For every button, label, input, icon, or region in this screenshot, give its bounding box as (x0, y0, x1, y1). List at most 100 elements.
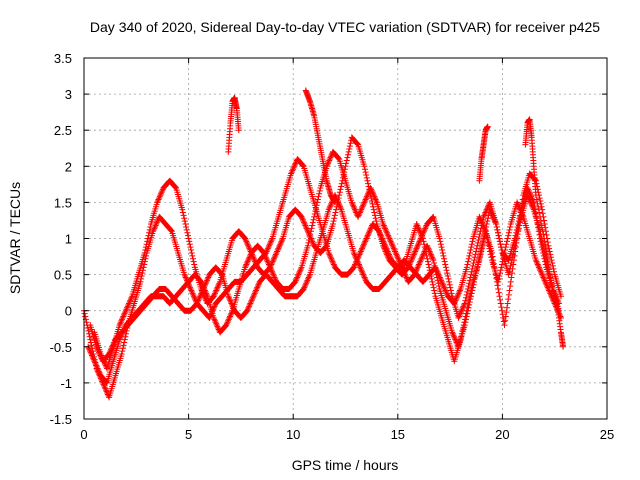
data-point (109, 342, 116, 349)
data-point (265, 260, 272, 267)
data-point (504, 300, 511, 307)
data-point (358, 247, 365, 254)
data-point (224, 319, 231, 326)
data-point (399, 265, 406, 272)
data-point (474, 239, 481, 246)
data-point (218, 270, 225, 277)
data-point (246, 301, 253, 308)
data-point (300, 286, 307, 293)
data-point (243, 238, 250, 245)
data-point (417, 258, 424, 265)
data-point (289, 167, 296, 174)
data-point (491, 216, 498, 223)
data-point (412, 248, 419, 255)
data-point (245, 257, 252, 264)
data-point (513, 234, 520, 241)
data-point (244, 241, 251, 248)
data-point (495, 286, 502, 293)
data-point (466, 249, 473, 256)
data-point (94, 365, 101, 372)
data-point (464, 286, 471, 293)
data-point (439, 249, 446, 256)
data-point (426, 264, 433, 271)
data-point (332, 199, 339, 206)
data-point (358, 206, 365, 213)
data-point (502, 247, 509, 254)
data-point (474, 242, 481, 249)
data-point (90, 356, 97, 363)
data-point (150, 228, 157, 235)
data-point (187, 284, 194, 291)
x-tick-label: 5 (185, 427, 192, 442)
data-point (427, 251, 434, 258)
data-point (211, 316, 218, 323)
series-track-c (85, 148, 562, 386)
data-point (307, 231, 314, 238)
data-point (430, 284, 437, 291)
data-point (215, 281, 222, 288)
data-point (337, 186, 344, 193)
data-point (84, 325, 91, 332)
data-point (212, 319, 219, 326)
data-point (102, 385, 109, 392)
data-point (354, 258, 361, 265)
data-point (117, 320, 124, 327)
data-point (328, 257, 335, 264)
data-point (464, 261, 471, 268)
data-point (223, 320, 230, 327)
data-point (541, 221, 548, 228)
data-point (226, 314, 233, 321)
data-point (145, 232, 152, 239)
data-point (533, 258, 540, 265)
data-point (128, 294, 135, 301)
data-point (363, 195, 370, 202)
data-point (483, 231, 490, 238)
data-point (497, 300, 504, 307)
data-point (195, 296, 202, 303)
data-point (293, 275, 300, 282)
data-point (466, 299, 473, 306)
data-point (524, 184, 531, 191)
data-point (462, 294, 469, 301)
data-point (481, 225, 488, 232)
data-point (314, 196, 321, 203)
data-point (483, 234, 490, 241)
data-point (190, 258, 197, 265)
data-point (387, 238, 394, 245)
data-point (352, 252, 359, 259)
data-point (289, 166, 296, 173)
data-point (352, 254, 359, 261)
data-point (489, 212, 496, 219)
data-point (421, 248, 428, 255)
data-point (495, 229, 502, 236)
data-point (480, 235, 487, 242)
data-point (474, 261, 481, 268)
data-point (327, 254, 334, 261)
data-point (459, 304, 466, 311)
data-point (471, 257, 478, 264)
data-point (500, 252, 507, 259)
data-point (307, 228, 314, 235)
data-point (414, 264, 421, 271)
data-point (535, 205, 542, 212)
data-point (355, 260, 362, 267)
data-point (108, 345, 115, 352)
data-point (266, 241, 273, 248)
data-point (311, 210, 318, 217)
data-point (542, 228, 549, 235)
data-point (458, 307, 465, 314)
data-point (137, 278, 144, 285)
data-point (425, 261, 432, 268)
data-point (304, 226, 311, 233)
data-point (539, 273, 546, 280)
data-point (92, 361, 99, 368)
data-point (416, 238, 423, 245)
data-point (223, 322, 230, 329)
data-point (371, 209, 378, 216)
data-point (390, 244, 397, 251)
data-point (528, 200, 535, 207)
data-point (247, 299, 254, 306)
data-point (81, 310, 88, 317)
data-point (125, 300, 132, 307)
data-point (95, 366, 102, 373)
